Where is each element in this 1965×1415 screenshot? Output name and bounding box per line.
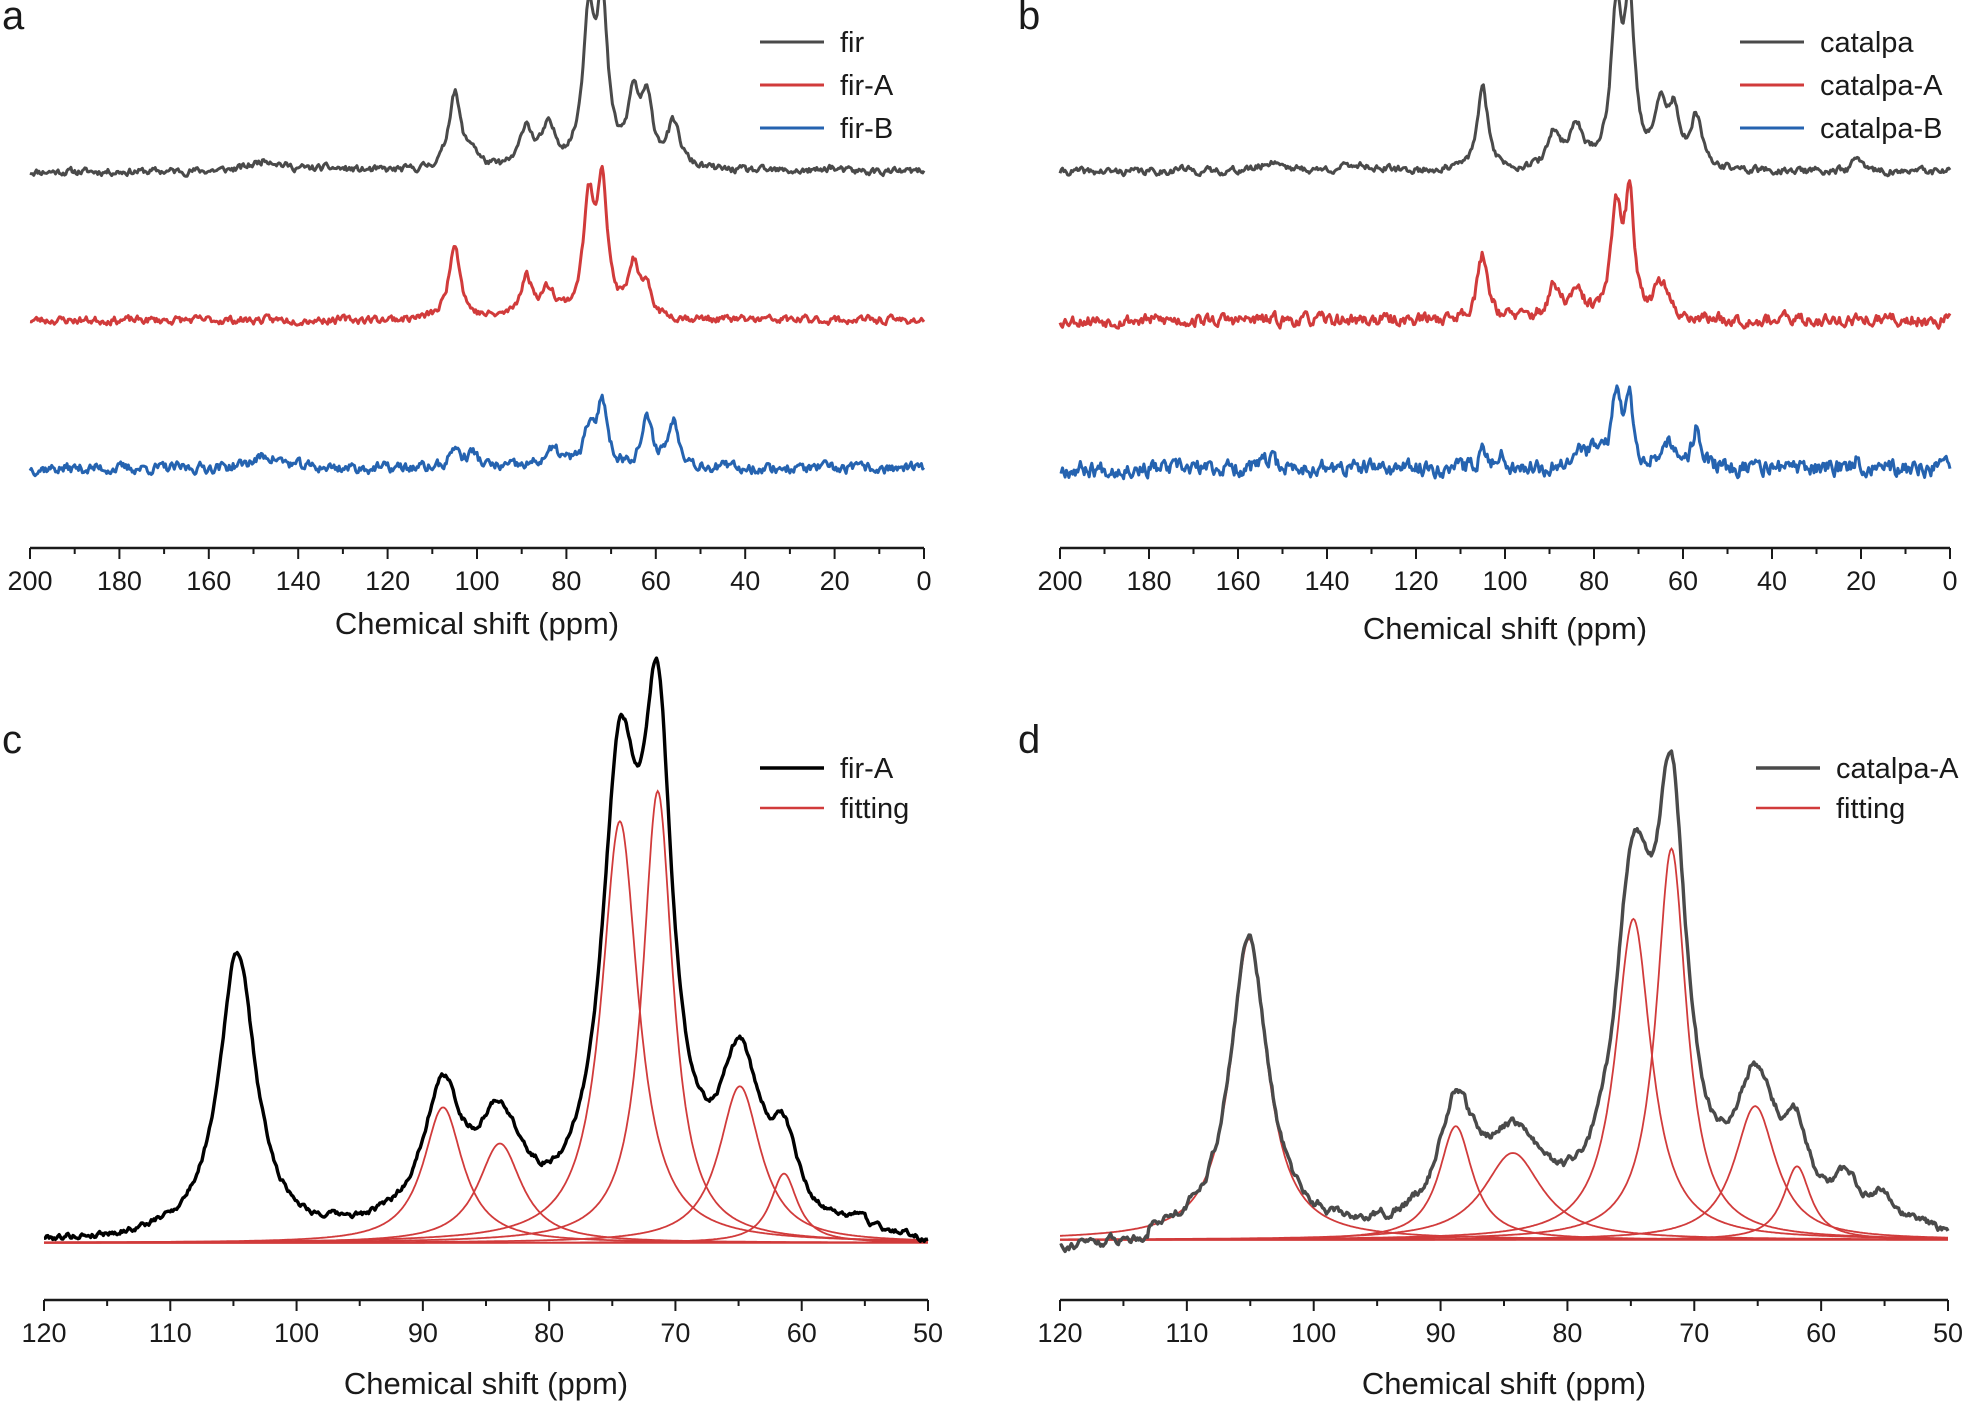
x-tick-label: 200 — [1037, 566, 1082, 596]
x-tick-label: 60 — [1668, 566, 1698, 596]
x-tick-label: 50 — [913, 1318, 943, 1348]
legend-entry: fir-B — [760, 113, 893, 145]
panel-label: d — [1018, 718, 1041, 762]
legend-label: catalpa — [1820, 27, 1914, 59]
fitting-component — [44, 1172, 928, 1244]
x-tick-label: 60 — [1806, 1318, 1836, 1348]
legend-entry: fir-A — [760, 753, 894, 785]
legend-label: fitting — [1836, 793, 1905, 825]
legend-entry: fir-A — [760, 70, 894, 102]
panel-label: c — [2, 718, 22, 762]
x-tick-label: 160 — [1215, 566, 1260, 596]
x-tick-label: 100 — [1291, 1318, 1336, 1348]
legend-entry: fir — [760, 27, 865, 59]
x-tick-label: 90 — [408, 1318, 438, 1348]
x-tick-label: 80 — [1552, 1318, 1582, 1348]
x-tick-label: 40 — [730, 566, 760, 596]
x-tick-label: 20 — [820, 566, 850, 596]
legend-label: fir-B — [840, 113, 893, 145]
x-tick-label: 0 — [1942, 566, 1957, 596]
x-axis-title: Chemical shift (ppm) — [344, 1366, 628, 1401]
x-tick-label: 70 — [1679, 1318, 1709, 1348]
x-tick-label: 140 — [1304, 566, 1349, 596]
legend-label: fir-A — [840, 753, 894, 785]
x-axis-title: Chemical shift (ppm) — [335, 606, 619, 641]
legend-entry: fitting — [760, 793, 909, 825]
series-line-fir — [29, 0, 926, 178]
legend-label: fitting — [840, 793, 909, 825]
series-line-catalpa-B — [1059, 384, 1952, 481]
legend-label: catalpa-B — [1820, 113, 1943, 145]
x-tick-label: 160 — [186, 566, 231, 596]
fitting-component — [1060, 846, 1948, 1241]
x-tick-label: 60 — [641, 566, 671, 596]
x-tick-label: 110 — [1165, 1318, 1208, 1348]
x-tick-label: 140 — [276, 566, 321, 596]
x-tick-label: 120 — [1037, 1318, 1082, 1348]
legend-entry: catalpa-A — [1756, 753, 1959, 785]
series-line-catalpa-A — [1058, 179, 1952, 330]
series-line-fir-B — [28, 393, 926, 478]
x-tick-label: 50 — [1933, 1318, 1963, 1348]
x-tick-label: 60 — [787, 1318, 817, 1348]
series-line-fir-A — [43, 656, 929, 1244]
x-tick-label: 180 — [97, 566, 142, 596]
series-line-catalpa-A — [1059, 749, 1950, 1254]
x-tick-label: 80 — [1579, 566, 1609, 596]
legend-label: fir-A — [840, 70, 894, 102]
x-tick-label: 110 — [149, 1318, 192, 1348]
x-tick-label: 40 — [1757, 566, 1787, 596]
legend-entry: catalpa — [1740, 27, 1914, 59]
x-tick-label: 100 — [454, 566, 499, 596]
x-tick-label: 20 — [1846, 566, 1876, 596]
legend-entry: catalpa-A — [1740, 70, 1943, 102]
x-axis-title: Chemical shift (ppm) — [1362, 1366, 1646, 1401]
chart-panel-a: a 200 180 160 140 120 100 80 60 40 20 0 Chemical sh… — [0, 0, 960, 680]
series-line-fir-A — [29, 164, 926, 327]
fitting-component — [1060, 917, 1948, 1241]
x-axis-title: Chemical shift (ppm) — [1363, 611, 1647, 646]
panel-label: a — [2, 0, 25, 38]
legend-label: catalpa-A — [1820, 70, 1943, 102]
x-tick-label: 100 — [274, 1318, 319, 1348]
x-tick-label: 200 — [7, 566, 52, 596]
x-tick-label: 120 — [365, 566, 410, 596]
series-line-catalpa — [1058, 0, 1952, 178]
chart-c: 120 110 100 90 80 70 60 50 Chemical shift (ppm) f… — [21, 656, 943, 1401]
legend-label: fir — [840, 27, 865, 59]
x-tick-label: 180 — [1126, 566, 1171, 596]
x-tick-label: 0 — [916, 566, 931, 596]
x-tick-label: 120 — [21, 1318, 66, 1348]
legend-label: catalpa-A — [1836, 753, 1959, 785]
chart-panel-c: c 120 110 100 90 80 70 60 50 Chemical shift (ppm… — [0, 0, 960, 1415]
x-tick-label: 120 — [1393, 566, 1438, 596]
x-tick-label: 80 — [551, 566, 581, 596]
x-tick-label: 90 — [1426, 1318, 1456, 1348]
x-tick-label: 100 — [1482, 566, 1527, 596]
fitting-component — [1060, 1165, 1948, 1241]
x-tick-label: 70 — [660, 1318, 690, 1348]
x-tick-label: 80 — [534, 1318, 564, 1348]
fitting-component — [1060, 1125, 1948, 1241]
legend-entry: fitting — [1756, 793, 1905, 825]
panel-label: b — [1018, 0, 1041, 38]
chart-panel-b: b 200 180 160 140 120 100 80 60 40 20 0 Chemical sh… — [0, 0, 1965, 680]
legend-entry: catalpa-B — [1740, 113, 1943, 145]
